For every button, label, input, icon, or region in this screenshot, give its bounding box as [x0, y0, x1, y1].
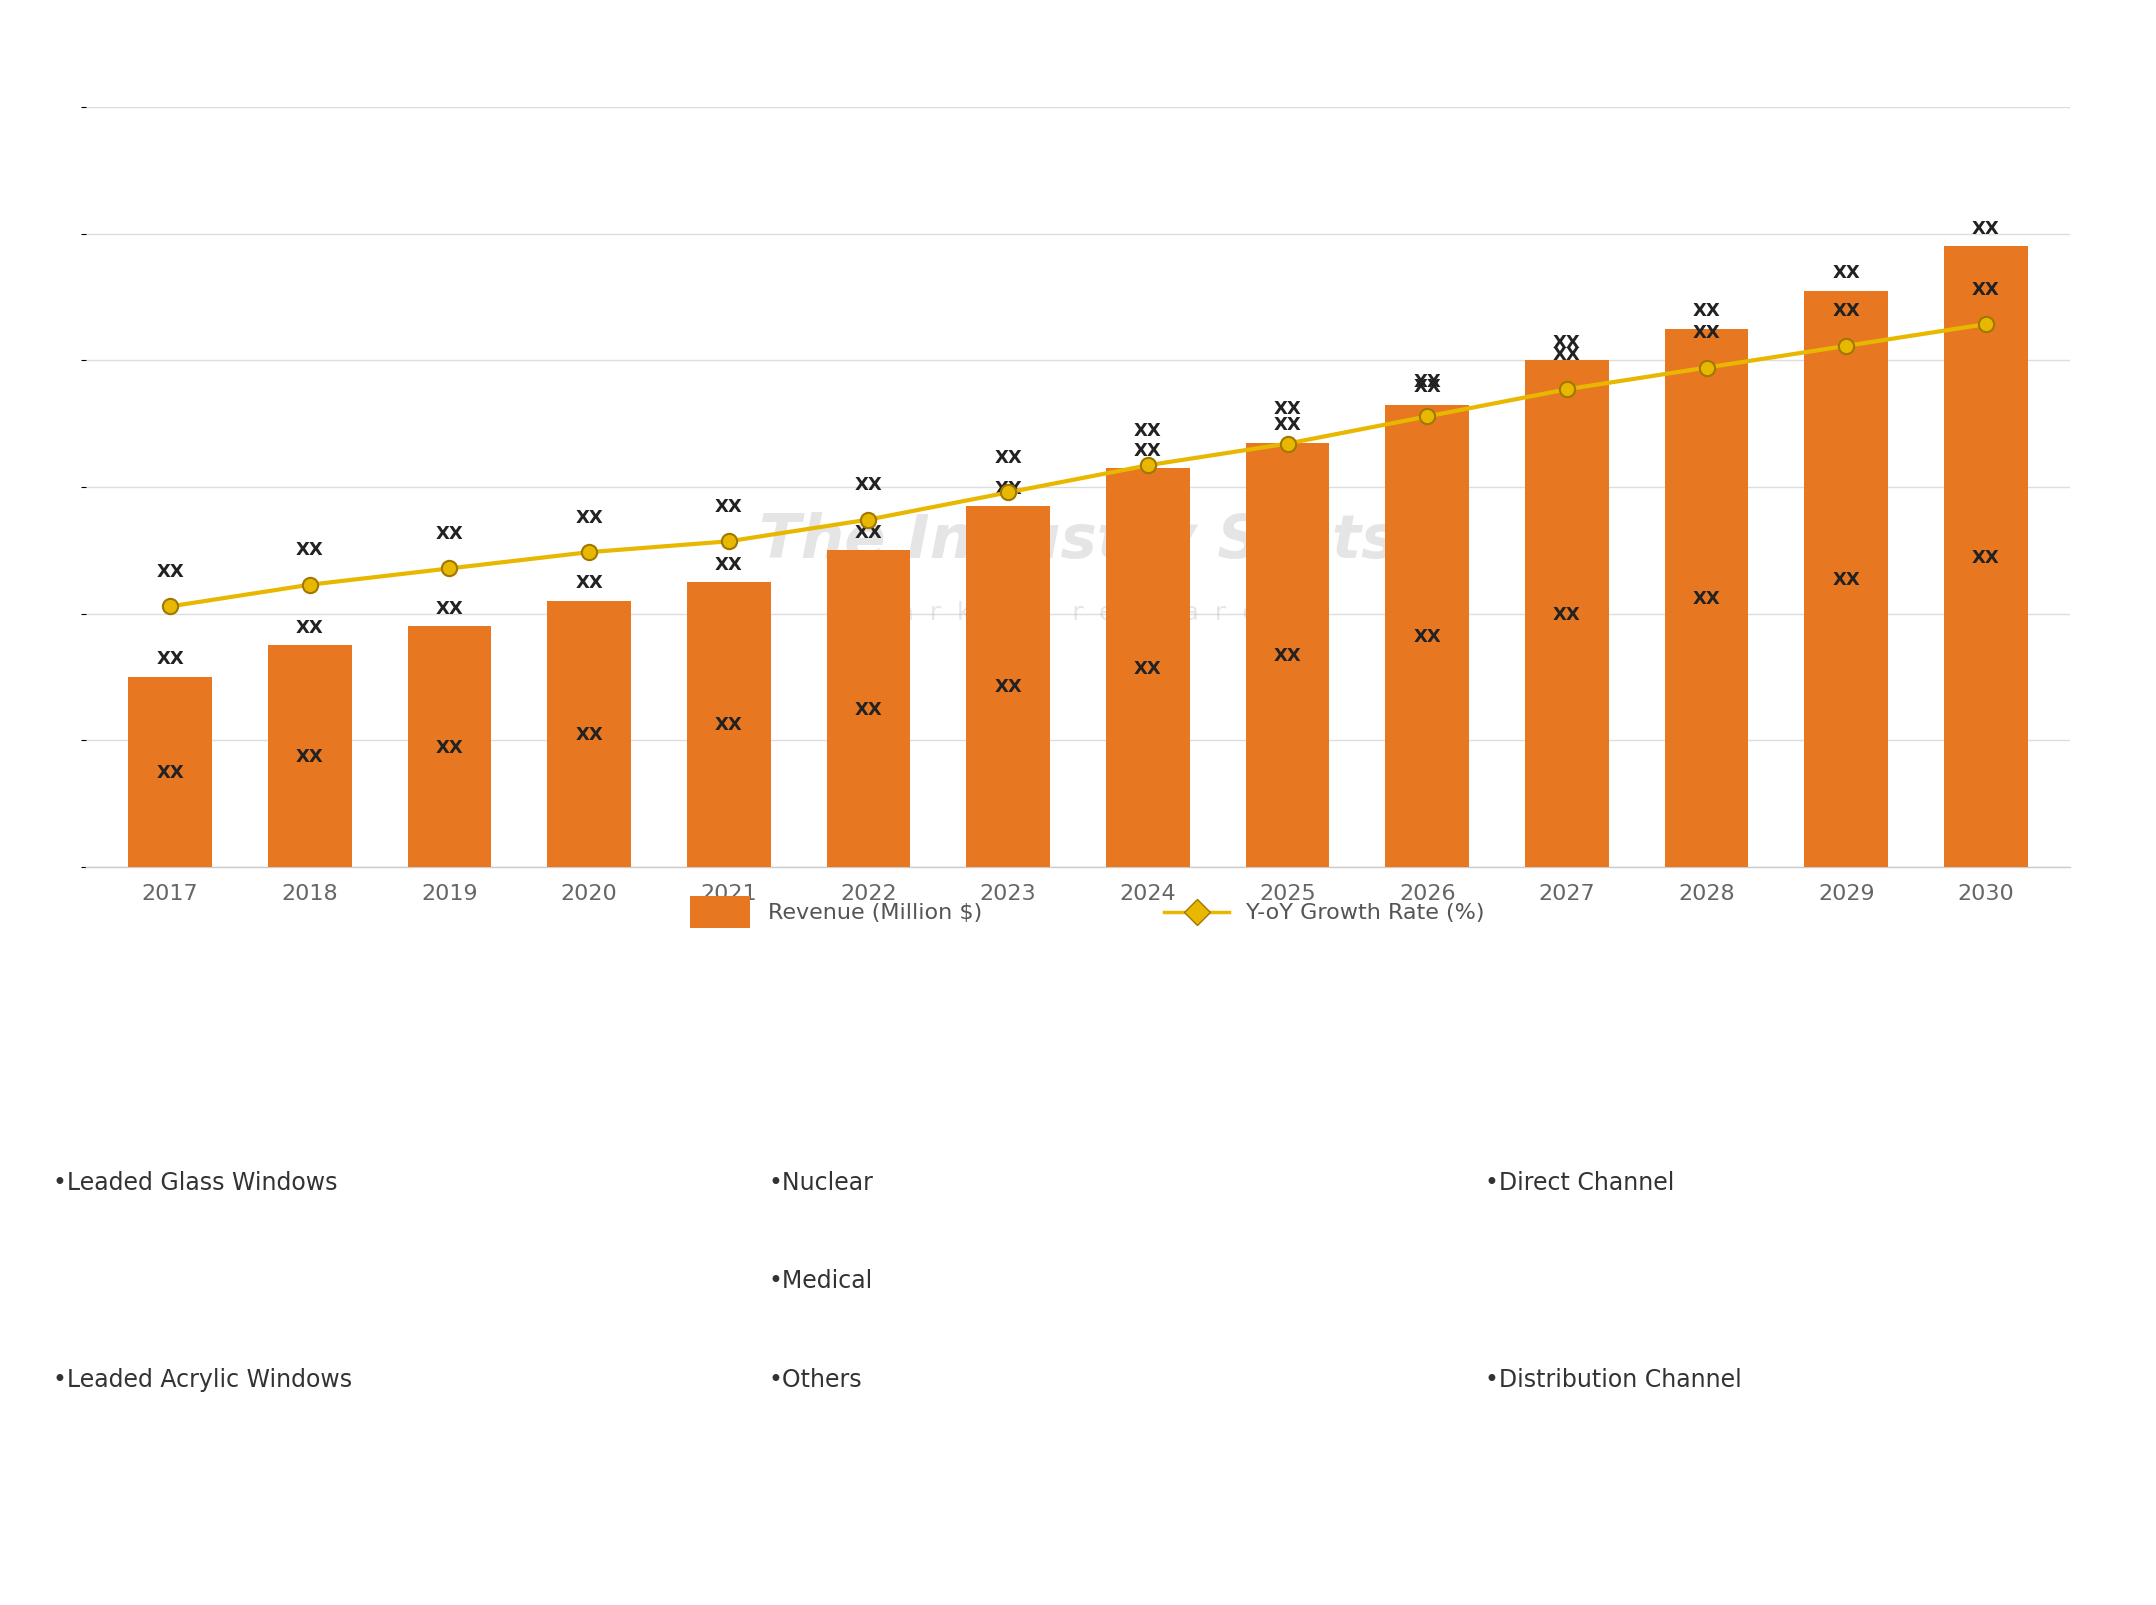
Bar [1664, 329, 1749, 867]
Text: XX: XX [1833, 302, 1861, 319]
Text: XX: XX [1552, 605, 1580, 623]
Text: XX: XX [1973, 281, 2001, 299]
Text: Y-oY Growth Rate (%): Y-oY Growth Rate (%) [1246, 902, 1485, 923]
Text: Email: sales@theindustrystats.com: Email: sales@theindustrystats.com [798, 1483, 1184, 1502]
Text: XX: XX [1552, 334, 1580, 351]
Text: •Leaded Acrylic Windows: •Leaded Acrylic Windows [54, 1367, 351, 1392]
Text: XX: XX [1134, 441, 1162, 459]
Text: Revenue (Million $): Revenue (Million $) [768, 902, 981, 923]
Bar [1106, 469, 1190, 867]
Text: The Industry Stats: The Industry Stats [759, 512, 1397, 570]
Text: Product Types: Product Types [272, 1024, 453, 1051]
Text: XX: XX [1692, 589, 1720, 607]
Text: •Nuclear: •Nuclear [770, 1170, 873, 1194]
Text: Fig. Global Radiation Shielding Window Market Status and Outlook: Fig. Global Radiation Shielding Window M… [28, 30, 1130, 58]
Text: XX: XX [576, 575, 604, 592]
Bar [127, 677, 211, 867]
Text: Application: Application [1005, 1024, 1151, 1051]
Text: XX: XX [1274, 400, 1302, 417]
Text: XX: XX [436, 525, 464, 542]
Text: •Direct Channel: •Direct Channel [1485, 1170, 1673, 1194]
Text: XX: XX [1414, 377, 1440, 396]
Bar [1246, 443, 1330, 867]
Text: XX: XX [436, 738, 464, 756]
Text: XX: XX [155, 562, 183, 581]
Text: •Leaded Glass Windows: •Leaded Glass Windows [54, 1170, 338, 1194]
Text: XX: XX [295, 541, 323, 559]
Text: XX: XX [436, 599, 464, 618]
Bar [966, 507, 1050, 867]
Text: XX: XX [994, 448, 1022, 467]
Text: XX: XX [1274, 416, 1302, 433]
Text: XX: XX [576, 509, 604, 526]
Text: XX: XX [295, 748, 323, 766]
Text: XX: XX [1833, 263, 1861, 282]
Text: XX: XX [1833, 570, 1861, 589]
Bar [1524, 361, 1608, 867]
Bar [407, 628, 492, 867]
Text: XX: XX [716, 716, 742, 733]
Text: XX: XX [854, 700, 882, 717]
Text: XX: XX [1134, 660, 1162, 677]
Bar [548, 602, 632, 867]
Text: XX: XX [1274, 647, 1302, 664]
Text: •Others: •Others [770, 1367, 862, 1392]
Text: XX: XX [994, 480, 1022, 498]
Text: XX: XX [1552, 345, 1580, 363]
Text: XX: XX [994, 677, 1022, 697]
Text: XX: XX [155, 764, 183, 782]
Text: XX: XX [1692, 324, 1720, 342]
Text: Website: www.theindustrystats.com: Website: www.theindustrystats.com [1552, 1483, 1951, 1502]
Bar [688, 583, 770, 867]
Text: XX: XX [295, 618, 323, 637]
Text: XX: XX [854, 475, 882, 494]
Bar [1805, 292, 1889, 867]
Text: XX: XX [1414, 628, 1440, 645]
Text: XX: XX [576, 725, 604, 743]
Text: m a r k e t   r e s e a r c h: m a r k e t r e s e a r c h [871, 600, 1285, 624]
Text: XX: XX [716, 498, 742, 515]
Text: •Medical: •Medical [770, 1268, 873, 1292]
Text: XX: XX [1973, 549, 2001, 567]
Text: XX: XX [155, 650, 183, 668]
Text: Sales Channels: Sales Channels [1692, 1024, 1895, 1051]
FancyBboxPatch shape [690, 896, 750, 929]
Text: XX: XX [854, 523, 882, 541]
Text: XX: XX [716, 555, 742, 573]
Text: Source: Theindustrystats Analysis: Source: Theindustrystats Analysis [39, 1483, 414, 1502]
Text: XX: XX [1134, 422, 1162, 440]
Text: XX: XX [1973, 220, 2001, 238]
Text: •Distribution Channel: •Distribution Channel [1485, 1367, 1742, 1392]
Bar [1386, 406, 1468, 867]
Bar [267, 645, 351, 867]
Text: XX: XX [1692, 302, 1720, 319]
Text: XX: XX [1414, 372, 1440, 390]
Bar [826, 551, 910, 867]
Bar [1945, 247, 2029, 867]
